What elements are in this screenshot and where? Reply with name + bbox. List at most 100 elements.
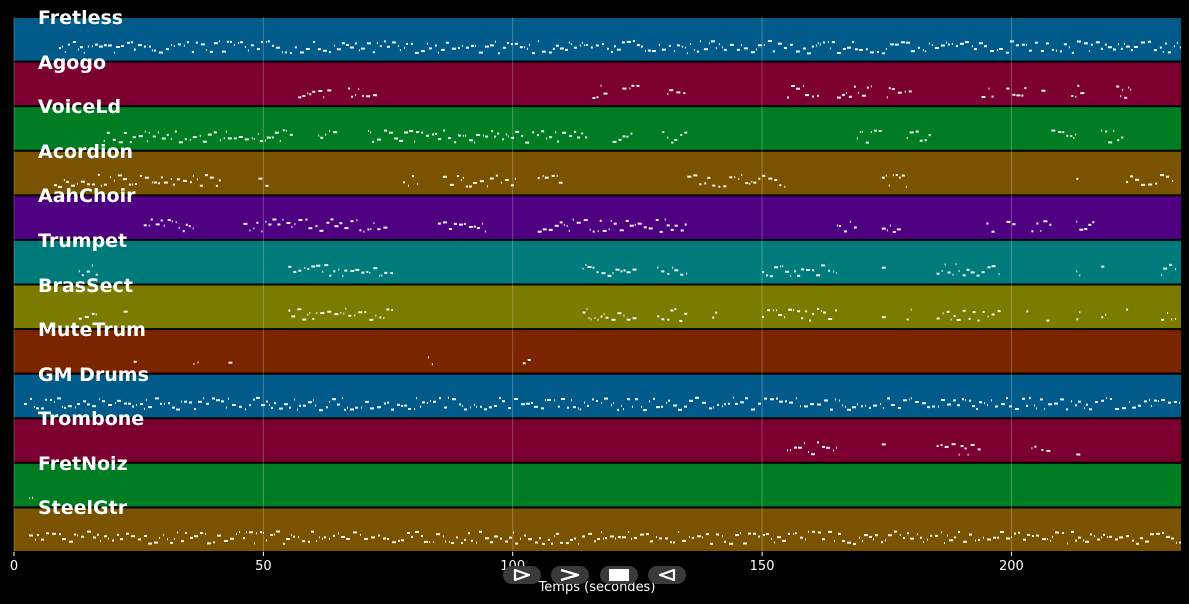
note-mark [288, 309, 291, 312]
note-mark [397, 44, 399, 47]
note-mark [83, 400, 86, 403]
note-mark [270, 534, 273, 536]
note-mark [1120, 47, 1123, 50]
note-mark [99, 398, 100, 401]
note-mark [329, 274, 332, 277]
note-mark [812, 530, 815, 533]
note-mark [344, 269, 348, 272]
note-mark [889, 224, 891, 227]
note-mark [103, 139, 105, 142]
note-mark [885, 174, 887, 177]
note-mark [32, 496, 33, 499]
note-mark [163, 181, 168, 184]
note-mark [356, 219, 358, 222]
note-mark [476, 406, 477, 408]
note-mark [981, 96, 986, 98]
note-mark [779, 184, 782, 187]
note-mark [384, 402, 386, 405]
note-mark [951, 42, 953, 45]
note-cluster-7-13 [1076, 311, 1081, 321]
note-mark [285, 129, 287, 132]
note-mark [369, 271, 371, 274]
note-mark [673, 541, 675, 544]
note-cluster-10-4 [1031, 445, 1037, 450]
note-mark [297, 408, 298, 411]
note-mark [459, 403, 461, 406]
note-mark [339, 222, 343, 225]
note-mark [468, 532, 470, 535]
note-mark [1023, 538, 1026, 541]
note-mark [635, 398, 638, 401]
note-cluster-7-16 [1161, 311, 1177, 321]
note-cluster-6-6 [881, 266, 886, 269]
note-mark [646, 533, 649, 536]
note-mark [592, 266, 595, 269]
note-mark [383, 316, 385, 319]
note-mark [897, 91, 902, 94]
note-mark [373, 94, 378, 97]
note-mark [1041, 89, 1046, 92]
note-mark [439, 397, 441, 400]
note-mark [978, 42, 983, 45]
note-mark [337, 403, 340, 406]
note-mark [256, 48, 260, 51]
note-mark [322, 537, 323, 540]
note-mark [1126, 181, 1129, 183]
note-mark [1136, 542, 1139, 545]
note-mark [182, 179, 187, 182]
note-mark [808, 451, 809, 453]
track-label: GM Drums [38, 363, 149, 386]
note-mark [316, 264, 321, 267]
note-mark [616, 48, 621, 51]
forward-button[interactable] [551, 566, 589, 584]
note-mark [113, 179, 115, 182]
track-lane-12 [14, 508, 1181, 551]
note-mark [702, 536, 703, 539]
note-mark [1063, 43, 1067, 46]
play-button[interactable] [503, 566, 541, 584]
note-mark [582, 267, 584, 270]
note-mark [1062, 131, 1065, 134]
note-mark [779, 400, 783, 403]
note-mark [465, 134, 467, 137]
note-mark [181, 400, 182, 403]
note-mark [213, 42, 218, 45]
note-mark [608, 228, 610, 231]
note-mark [641, 405, 642, 408]
note-mark [288, 265, 292, 268]
note-mark [613, 402, 614, 405]
note-mark [549, 136, 553, 139]
note-mark [886, 229, 888, 232]
note-cluster-5-10 [1076, 220, 1095, 231]
note-mark [437, 222, 441, 225]
note-mark [279, 407, 283, 410]
note-mark [599, 219, 602, 222]
note-mark [659, 230, 663, 233]
note-mark [479, 530, 482, 533]
note-mark [774, 179, 778, 181]
note-mark [715, 47, 717, 50]
note-mark [1043, 220, 1048, 223]
note-mark [631, 84, 635, 87]
note-mark [448, 137, 452, 140]
stop-button[interactable] [600, 566, 638, 584]
note-mark [653, 397, 655, 400]
note-mark [1027, 533, 1030, 536]
note-mark [372, 51, 375, 54]
note-mark [144, 535, 147, 537]
note-mark [1103, 533, 1105, 536]
note-mark [1040, 229, 1042, 232]
note-mark [1122, 407, 1126, 410]
note-mark [712, 184, 716, 187]
note-mark [457, 47, 460, 49]
note-cluster-3-9 [1101, 129, 1124, 144]
note-mark [57, 397, 61, 400]
note-cluster-4-5 [537, 174, 563, 184]
note-mark [322, 270, 324, 273]
note-mark [37, 534, 39, 537]
note-mark [166, 133, 169, 136]
rewind-button[interactable] [648, 566, 686, 584]
note-mark [745, 397, 748, 400]
note-mark [928, 134, 931, 137]
note-mark [258, 177, 263, 180]
